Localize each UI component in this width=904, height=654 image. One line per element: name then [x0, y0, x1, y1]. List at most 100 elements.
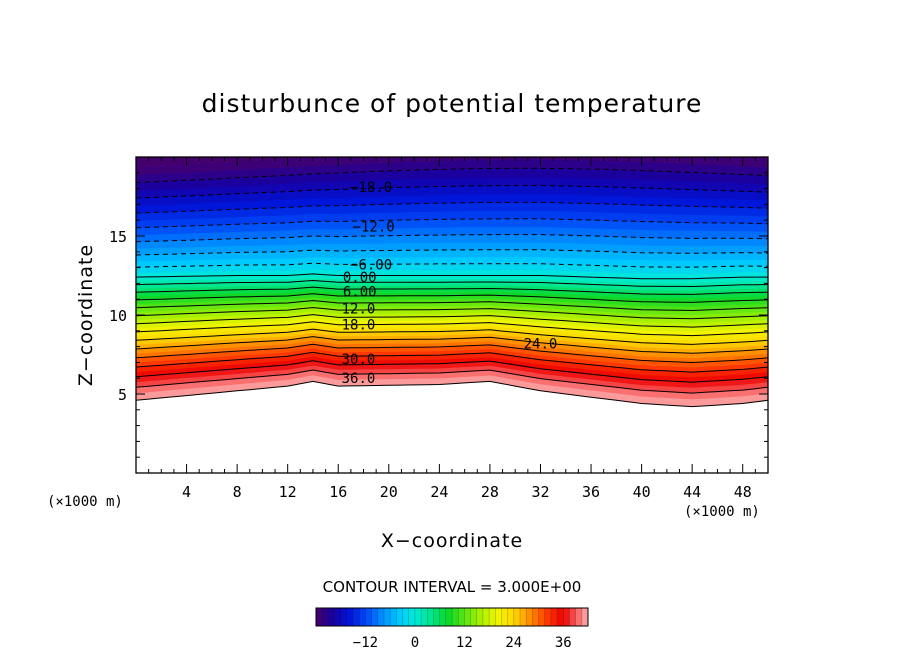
colorbar-frame	[315, 607, 589, 627]
colorbar-cell	[396, 608, 403, 626]
contour-line	[136, 328, 768, 345]
contour-labels: −18.0 −12.0 −6.000.006.00 12.018.0 24.0 30.0 3…	[342, 180, 558, 387]
colorbar-cell	[501, 608, 508, 626]
colorbar-cell	[532, 608, 539, 626]
contour-label: 24.0	[524, 336, 558, 352]
colorbar-cell	[476, 608, 484, 626]
contour-label: 6.00	[343, 284, 377, 300]
colorbar: −12 0 12 24 36	[315, 607, 589, 651]
x-tick-label: 8	[233, 483, 242, 501]
x-tick-label: 36	[582, 483, 600, 501]
colorbar-cell	[563, 608, 570, 626]
y-tick-label: 15	[109, 228, 127, 246]
colorbar-cell	[408, 608, 416, 626]
colorbar-cell	[495, 608, 502, 626]
colorbar-cell	[439, 608, 447, 626]
x-axis-ticks: 4 8 12 16 20 24 28 32 36 40 44 48	[135, 157, 769, 501]
contour-label: −12.0	[353, 220, 395, 236]
colorbar-cell	[557, 608, 564, 626]
y-tick-label: 5	[118, 386, 127, 404]
x-tick-label: 28	[481, 483, 499, 501]
colorbar-cell	[402, 608, 410, 626]
colorbar-tick-label: −12	[353, 635, 378, 651]
y-tick-label: 10	[109, 307, 127, 325]
contour-line	[136, 360, 768, 383]
contour-line	[136, 249, 768, 256]
colorbar-cell	[359, 608, 366, 626]
colorbar-tick-label: 0	[411, 635, 419, 651]
colorbar-cell	[458, 608, 465, 626]
contour-line	[136, 184, 768, 199]
contour-line	[136, 300, 768, 312]
colorbar-cell	[482, 608, 490, 626]
chart-title: disturbunce of potential temperature	[202, 89, 703, 118]
colorbar-cell	[575, 608, 583, 626]
x-tick-label: 4	[182, 483, 191, 501]
contour-label: 0.00	[343, 270, 377, 286]
contour-line	[136, 201, 768, 214]
contour-label: 30.0	[342, 352, 376, 368]
filled-contour-bands	[136, 157, 768, 407]
contour-line	[136, 336, 768, 354]
x-tick-label: 40	[633, 483, 651, 501]
colorbar-cell	[452, 608, 459, 626]
contour-line	[136, 293, 768, 303]
colorbar-cell	[581, 608, 589, 626]
contour-line	[136, 307, 768, 320]
colorbar-cell	[489, 608, 496, 626]
colorbar-cell	[445, 608, 453, 626]
colorbar-cells	[315, 608, 589, 626]
contour-band	[136, 157, 768, 175]
colorbar-cell	[384, 608, 391, 626]
plot-area: −18.0 −12.0 −6.000.006.00 12.018.0 24.0 30.0 3…	[136, 157, 768, 408]
colorbar-cell	[569, 608, 576, 626]
contour-line	[136, 218, 768, 229]
colorbar-cell	[421, 608, 428, 626]
contour-line	[136, 321, 768, 337]
colorbar-cell	[334, 608, 342, 626]
colorbar-cell	[414, 608, 422, 626]
x-tick-label: 44	[683, 483, 701, 501]
y-axis-label: Z−coordinate	[75, 244, 97, 386]
y-axis-ticks: 5 10 15	[109, 156, 768, 474]
contour-line	[136, 343, 768, 364]
colorbar-cell	[340, 608, 348, 626]
colorbar-cell	[377, 608, 385, 626]
x-tick-label: 12	[279, 483, 297, 501]
colorbar-cell	[538, 608, 546, 626]
colorbar-cell	[464, 608, 471, 626]
x-tick-label: 48	[734, 483, 752, 501]
contour-line	[136, 351, 768, 373]
contour-label: 36.0	[342, 371, 376, 387]
contour-line	[136, 262, 768, 268]
contour-label: 12.0	[342, 302, 376, 318]
contour-label: 18.0	[342, 317, 376, 333]
contour-lines	[136, 167, 768, 408]
colorbar-cell	[507, 608, 515, 626]
colorbar-cell	[550, 608, 558, 626]
colorbar-tick-label: 24	[505, 635, 522, 651]
colorbar-cell	[520, 608, 527, 626]
x-unit-right: (×1000 m)	[684, 504, 760, 520]
colorbar-cell	[390, 608, 397, 626]
colorbar-cell	[328, 608, 335, 626]
contour-line	[136, 314, 768, 328]
contour-line	[136, 279, 768, 288]
colorbar-cell	[544, 608, 552, 626]
colorbar-cell	[513, 608, 521, 626]
colorbar-cell	[346, 608, 354, 626]
colorbar-cell	[371, 608, 379, 626]
contour-interval-label: CONTOUR INTERVAL = 3.000E+00	[323, 578, 582, 596]
contour-line	[136, 273, 768, 280]
colorbar-cell	[427, 608, 434, 626]
contour-label: −18.0	[350, 180, 392, 196]
contour-line	[136, 167, 768, 183]
contour-line	[136, 369, 768, 394]
colorbar-cell	[322, 608, 329, 626]
colorbar-cell	[365, 608, 372, 626]
x-axis-label: X−coordinate	[381, 530, 523, 552]
colorbar-cell	[353, 608, 360, 626]
contour-line	[136, 286, 768, 295]
x-tick-label: 16	[329, 483, 347, 501]
